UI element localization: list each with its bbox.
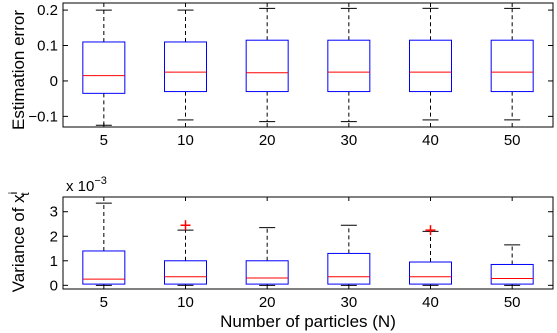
error-y-tick-label: 0.2 <box>37 2 58 19</box>
error-boxes <box>82 7 534 126</box>
variance-y-tick-label: 3 <box>50 204 58 221</box>
variance-x-tick-label: 50 <box>504 294 521 311</box>
variance-box-10 <box>164 220 207 286</box>
error-y-ticks: −0.1 0 0.1 0.2 <box>28 2 553 125</box>
interquartile-box <box>327 39 371 93</box>
interquartile-box <box>327 252 371 285</box>
variance-boxes <box>82 202 534 286</box>
error-box-30 <box>327 7 371 123</box>
interquartile-box <box>82 41 126 94</box>
variance-y-label-superscript: i <box>6 192 20 195</box>
error-x-tick-label: 20 <box>259 132 276 149</box>
interquartile-box <box>164 260 207 285</box>
error-x-tick-label: 10 <box>177 132 194 149</box>
error-plot-frame <box>62 2 554 128</box>
error-x-tick-label: 40 <box>422 132 439 149</box>
outlier-marker <box>425 225 436 236</box>
variance-box-50 <box>490 244 534 286</box>
error-box-10 <box>164 9 207 121</box>
variance-x-tick-label: 20 <box>259 294 276 311</box>
error-box-50 <box>490 7 534 121</box>
variance-y-axis-label: Variance of xit <box>6 192 32 293</box>
outlier-marker <box>180 220 191 231</box>
variance-box-5 <box>82 202 126 286</box>
variance-y-label-subscript: t <box>18 192 32 196</box>
interquartile-box <box>409 39 452 93</box>
error-x-tick-label: 5 <box>100 132 108 149</box>
interquartile-box <box>490 39 534 93</box>
error-y-tick-label: −0.1 <box>28 108 58 125</box>
variance-y-multiplier-base: x 10 <box>66 178 94 195</box>
interquartile-box <box>245 39 289 93</box>
variance-y-ticks: 0 1 2 3 <box>50 204 553 294</box>
variance-x-tick-label: 10 <box>177 294 194 311</box>
variance-box-20 <box>245 227 289 286</box>
error-y-tick-label: 0.1 <box>37 38 58 55</box>
x-axis-label: Number of particles (N) <box>220 312 396 331</box>
error-y-tick-label: 0 <box>50 73 58 90</box>
error-y-axis-label: Estimation error <box>9 10 28 130</box>
error-x-ticks: 5 10 20 30 40 50 <box>100 3 521 149</box>
variance-plot-frame <box>62 196 554 290</box>
variance-y-tick-label: 1 <box>50 253 58 270</box>
interquartile-box <box>82 250 126 285</box>
variance-y-multiplier: x 10−3 <box>66 175 107 195</box>
error-x-tick-label: 50 <box>504 132 521 149</box>
error-box-40 <box>409 7 452 121</box>
interquartile-box <box>409 261 452 285</box>
error-box-5 <box>82 9 126 126</box>
interquartile-box <box>490 263 534 285</box>
error-box-20 <box>245 7 289 123</box>
variance-y-label-base: Variance of x <box>9 194 28 292</box>
interquartile-box <box>245 260 289 285</box>
variance-box-40 <box>409 225 452 286</box>
error-boxplot-panel: −0.1 0 0.1 0.2 5 10 20 30 40 50 Estimation error <box>9 2 554 149</box>
interquartile-box <box>164 41 207 93</box>
variance-x-ticks: 5 10 20 30 40 50 <box>100 197 521 311</box>
variance-box-30 <box>327 224 371 286</box>
variance-y-tick-label: 2 <box>50 228 58 245</box>
variance-y-tick-label: 0 <box>50 277 58 294</box>
variance-x-tick-label: 5 <box>100 294 108 311</box>
variance-y-multiplier-exponent: −3 <box>94 175 107 187</box>
variance-x-tick-label: 30 <box>340 294 357 311</box>
variance-x-tick-label: 40 <box>422 294 439 311</box>
error-x-tick-label: 30 <box>340 132 357 149</box>
